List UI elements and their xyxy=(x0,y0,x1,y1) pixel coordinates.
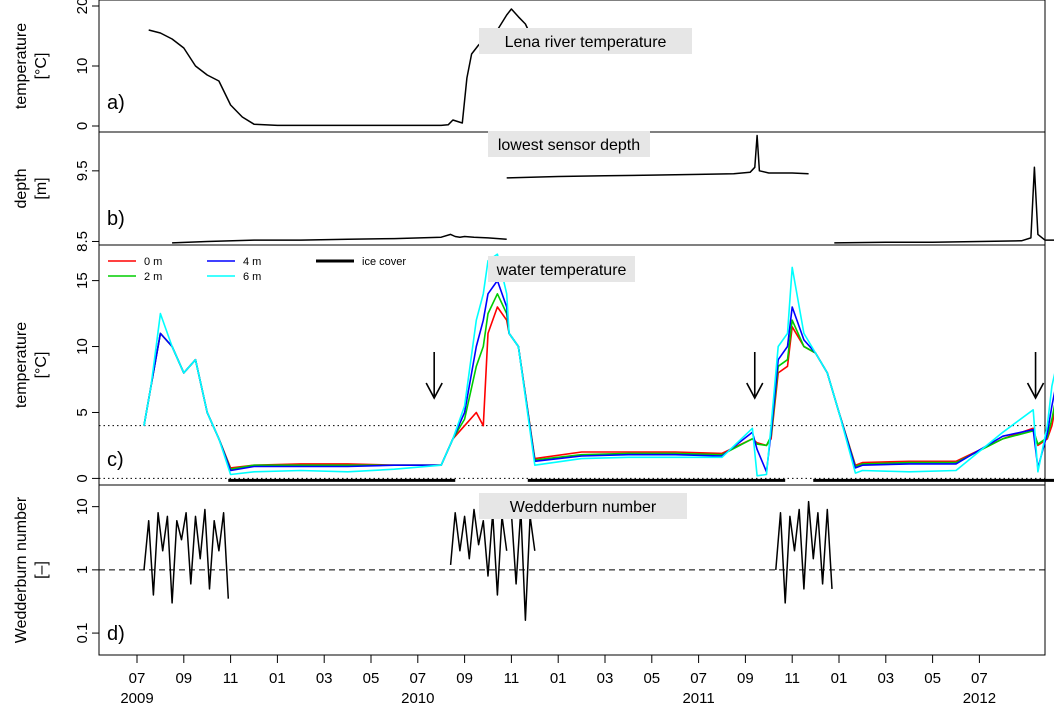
y-axis-title: [°C] xyxy=(33,53,50,80)
y-tick-label: 10 xyxy=(74,58,91,75)
x-year-label: 2011 xyxy=(682,690,714,707)
x-tick-label: 01 xyxy=(550,670,567,687)
series-6m xyxy=(143,253,1054,477)
panel-title: water temperature xyxy=(496,262,627,279)
panel-letter: d) xyxy=(107,623,125,645)
down-arrow-head xyxy=(746,382,764,400)
series-line xyxy=(834,166,1054,244)
x-tick-label: 07 xyxy=(129,670,146,687)
y-axis-title: [m] xyxy=(33,177,50,199)
panel-title: lowest sensor depth xyxy=(498,137,640,154)
legend-label: ice cover xyxy=(362,256,406,268)
x-tick-label: 09 xyxy=(456,670,473,687)
series-line xyxy=(148,8,534,127)
legend-label: 4 m xyxy=(243,256,261,268)
y-tick-label: 0 xyxy=(74,474,91,482)
series-line xyxy=(775,500,833,604)
y-tick-label: 9.5 xyxy=(74,160,91,181)
series-2m xyxy=(143,292,1054,471)
y-tick-label: 0 xyxy=(74,122,91,130)
x-tick-label: 05 xyxy=(924,670,941,687)
down-arrow-head xyxy=(1026,382,1045,400)
series-line xyxy=(143,508,230,604)
panel-letter: a) xyxy=(107,92,125,114)
series-line xyxy=(506,134,809,179)
x-tick-label: 01 xyxy=(831,670,848,687)
panel-letter: b) xyxy=(107,208,125,230)
panel-title: Wedderburn number xyxy=(510,499,657,516)
x-tick-label: 09 xyxy=(175,670,192,687)
x-tick-label: 05 xyxy=(363,670,380,687)
y-axis-title: depth xyxy=(13,168,30,208)
series-line xyxy=(172,233,507,244)
y-tick-label: 10 xyxy=(74,338,91,355)
y-tick-label: 10 xyxy=(74,498,91,515)
y-axis-title: [°C] xyxy=(33,352,50,379)
y-axis-title: temperature xyxy=(13,23,30,109)
x-axis: 07 09 11 01 03 05 07 09 11 01 03 05 07 09 11 01 03 05 07 20… xyxy=(120,655,996,707)
panel-letter: c) xyxy=(107,449,124,471)
series-line xyxy=(449,508,508,596)
x-tick-label: 05 xyxy=(643,670,660,687)
x-tick-label: 03 xyxy=(316,670,333,687)
panel-title: Lena river temperature xyxy=(505,34,667,51)
legend-label: 0 m xyxy=(144,256,162,268)
y-tick-label: 15 xyxy=(74,272,91,289)
series-4m xyxy=(143,279,1054,473)
panel-2: 8.5 9.5 depth [m] lowest sensor depth b) xyxy=(13,131,1054,252)
y-axis-title: temperature xyxy=(13,322,30,408)
x-tick-label: 03 xyxy=(877,670,894,687)
down-arrow-head xyxy=(425,382,443,400)
legend-label: 6 m xyxy=(243,271,261,283)
series-line xyxy=(510,508,536,621)
x-tick-label: 01 xyxy=(269,670,286,687)
legend-label: 2 m xyxy=(144,271,162,283)
x-tick-label: 07 xyxy=(690,670,707,687)
x-tick-label: 07 xyxy=(971,670,988,687)
panel-title-box xyxy=(488,131,650,157)
x-tick-label: 11 xyxy=(504,670,520,687)
y-tick-label: 20 xyxy=(74,0,91,14)
y-tick-label: 0.1 xyxy=(74,623,91,644)
panel-1: 0 10 20 temperature [°C] Lena river temperatu… xyxy=(13,0,1046,133)
x-tick-label: 09 xyxy=(737,670,754,687)
x-tick-label: 07 xyxy=(409,670,426,687)
panel-title-box xyxy=(479,493,687,519)
y-tick-label: 8.5 xyxy=(74,231,91,252)
x-year-label: 2012 xyxy=(963,690,996,707)
x-tick-label: 11 xyxy=(784,670,800,687)
y-axis-title: Wedderburn number xyxy=(13,496,30,643)
y-tick-label: 1 xyxy=(74,566,91,574)
x-year-label: 2009 xyxy=(120,690,153,707)
panel-title-box xyxy=(479,28,692,54)
panel-title-box xyxy=(488,256,635,282)
y-tick-label: 5 xyxy=(74,408,91,416)
x-year-label: 2010 xyxy=(401,690,434,707)
panel-3: 0 5 10 15 temperature [°C] 0 m 2 m 4 m 6 m ice cov… xyxy=(13,244,1054,486)
x-tick-label: 03 xyxy=(597,670,614,687)
y-axis-title: [–] xyxy=(33,561,50,579)
x-tick-label: 11 xyxy=(223,670,239,687)
